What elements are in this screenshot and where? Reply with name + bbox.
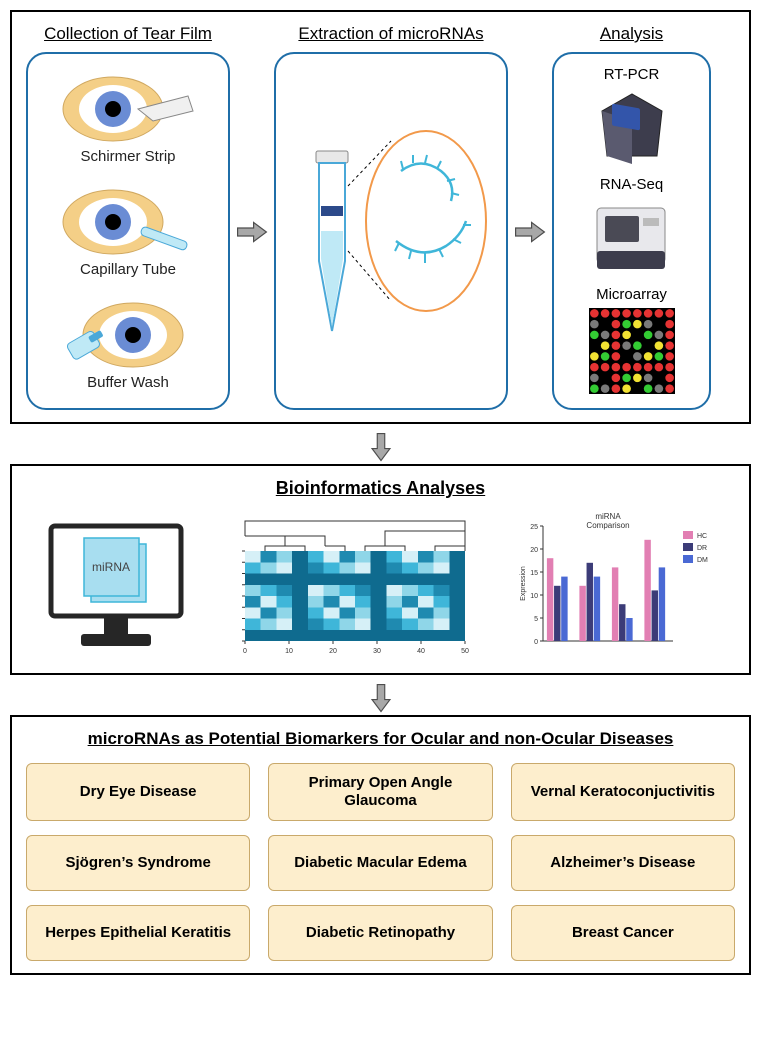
disease-box-2: Vernal Keratoconjuctivitis <box>511 763 735 821</box>
eye-schirmer-icon <box>58 71 198 146</box>
diseases-grid: Dry Eye Disease Primary Open Angle Glauco… <box>26 763 735 961</box>
svg-text:HC: HC <box>697 533 707 540</box>
heatmap-icon: 0 10 20 30 40 50 <box>225 511 485 661</box>
disease-box-6: Herpes Epithelial Keratitis <box>26 905 250 961</box>
collection-item-0: Schirmer Strip <box>38 71 218 165</box>
disease-box-5: Alzheimer’s Disease <box>511 835 735 891</box>
arrow-down-1-icon <box>367 432 395 462</box>
svg-text:20: 20 <box>330 648 338 655</box>
analysis-label-0: RT-PCR <box>604 66 660 83</box>
extraction-title: Extraction of microRNAs <box>298 24 483 44</box>
svg-text:0: 0 <box>244 648 248 655</box>
disease-box-7: Diabetic Retinopathy <box>268 905 492 961</box>
svg-text:DR: DR <box>697 545 707 552</box>
top-panel: Collection of Tear Film Schirmer Strip <box>10 10 751 424</box>
eye-buffer-icon <box>58 297 198 372</box>
svg-text:DM: DM <box>697 557 708 564</box>
extraction-col: Extraction of microRNAs <box>274 24 508 410</box>
arrow-right-2-icon <box>514 218 546 246</box>
collection-label-1: Capillary Tube <box>80 261 176 278</box>
svg-text:Expression: Expression <box>520 566 527 601</box>
collection-title: Collection of Tear Film <box>44 24 212 44</box>
disease-box-1: Primary Open Angle Glaucoma <box>268 763 492 821</box>
diseases-title: microRNAs as Potential Biomarkers for Oc… <box>26 729 735 749</box>
extraction-diagram-icon <box>291 91 491 371</box>
microarray-icon <box>587 306 677 396</box>
bioinformatics-row: miRNA 0 10 20 30 40 50 0 5 10 15 20 25 Expression mi… <box>26 511 735 661</box>
analysis-label-2: Microarray <box>596 286 667 303</box>
analysis-item-2: Microarray <box>587 286 677 396</box>
svg-text:5: 5 <box>534 616 538 623</box>
monitor-label: miRNA <box>92 560 130 574</box>
collection-item-1: Capillary Tube <box>38 184 218 278</box>
disease-box-0: Dry Eye Disease <box>26 763 250 821</box>
diseases-panel: microRNAs as Potential Biomarkers for Oc… <box>10 715 751 975</box>
analysis-item-1: RNA-Seq <box>589 176 674 276</box>
bioinformatics-panel: Bioinformatics Analyses miRNA 0 10 20 30 40 5… <box>10 464 751 675</box>
top-row: Collection of Tear Film Schirmer Strip <box>26 24 735 410</box>
svg-text:0: 0 <box>534 639 538 646</box>
svg-text:Comparison: Comparison <box>587 521 630 530</box>
svg-text:25: 25 <box>530 524 538 531</box>
monitor-icon: miRNA <box>36 516 196 656</box>
rnaseq-machine-icon <box>589 196 674 276</box>
analysis-label-1: RNA-Seq <box>600 176 663 193</box>
svg-text:15: 15 <box>530 570 538 577</box>
collection-col: Collection of Tear Film Schirmer Strip <box>26 24 230 410</box>
barchart-icon: 0 5 10 15 20 25 Expression miRNAComparison HC DR D… <box>515 511 725 661</box>
analysis-title: Analysis <box>600 24 663 44</box>
extraction-box <box>274 52 508 410</box>
svg-text:40: 40 <box>418 648 426 655</box>
svg-text:20: 20 <box>530 547 538 554</box>
collection-label-2: Buffer Wash <box>87 374 169 391</box>
arrow-down-2-icon <box>367 683 395 713</box>
svg-text:30: 30 <box>374 648 382 655</box>
eye-capillary-icon <box>58 184 198 259</box>
analysis-col: Analysis RT-PCR RNA-Seq <box>552 24 711 410</box>
bioinformatics-title: Bioinformatics Analyses <box>26 478 735 499</box>
rtpcr-machine-icon <box>592 86 672 166</box>
collection-box: Schirmer Strip Capillary Tube <box>26 52 230 410</box>
svg-text:50: 50 <box>462 648 470 655</box>
svg-text:miRNA: miRNA <box>595 512 621 521</box>
analysis-box: RT-PCR RNA-Seq <box>552 52 711 410</box>
svg-text:10: 10 <box>530 593 538 600</box>
collection-item-2: Buffer Wash <box>38 297 218 391</box>
arrow-right-1-icon <box>236 218 268 246</box>
analysis-item-0: RT-PCR <box>592 66 672 166</box>
disease-box-4: Diabetic Macular Edema <box>268 835 492 891</box>
collection-label-0: Schirmer Strip <box>80 148 175 165</box>
disease-box-3: Sjögren’s Syndrome <box>26 835 250 891</box>
svg-text:10: 10 <box>286 648 294 655</box>
disease-box-8: Breast Cancer <box>511 905 735 961</box>
